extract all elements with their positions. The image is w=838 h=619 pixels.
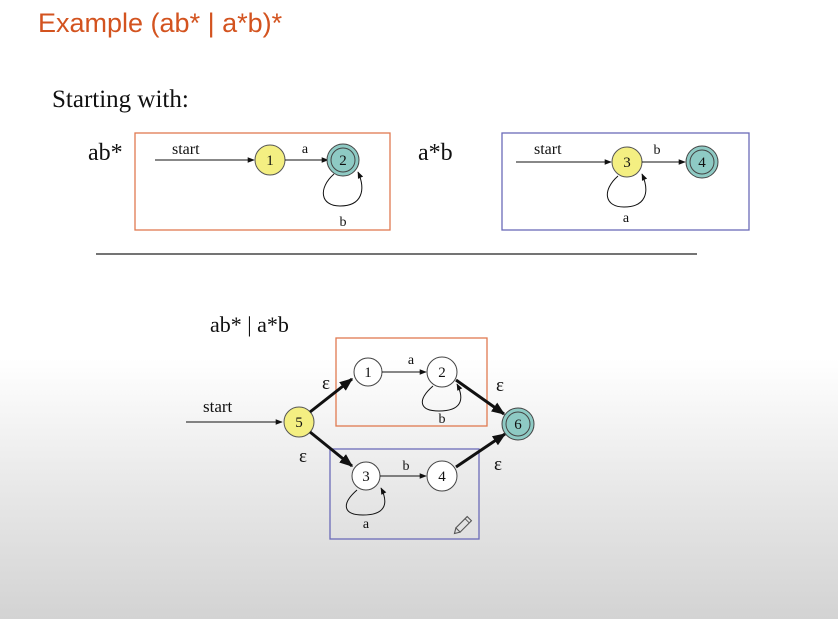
self-loop [346, 487, 387, 516]
nfa-a-star-b: a*b start 3 b 4 a [418, 132, 750, 231]
accept-state-2 [326, 143, 360, 177]
frame-ab-star [134, 132, 391, 231]
transition-label: a [623, 211, 630, 226]
epsilon-arrow [309, 377, 354, 414]
frame-a-star-b-sub [329, 448, 480, 540]
expression-union: ab* | a*b [210, 312, 289, 337]
self-loop [422, 383, 463, 412]
nfa-ab-star: ab* start 1 a 2 b [88, 132, 391, 231]
accept-ring [689, 149, 715, 175]
transition-label: b [439, 412, 446, 427]
pencil-icon[interactable] [452, 515, 473, 536]
start-label: start [172, 141, 200, 158]
frame-a-star-b [501, 132, 750, 231]
accept-state-4 [685, 145, 719, 179]
state-label: 1 [364, 365, 372, 381]
start-label: start [203, 397, 233, 416]
state-label: 3 [623, 155, 631, 171]
epsilon-label: ε [496, 375, 504, 396]
self-loop [607, 173, 648, 208]
state-label: 4 [698, 155, 706, 171]
expression-ab-star: ab* [88, 140, 123, 166]
epsilon-arrow [455, 378, 506, 416]
state-label: 3 [362, 469, 370, 485]
epsilon-label: ε [299, 446, 307, 467]
transition-label: b [340, 215, 347, 230]
state-4 [426, 460, 458, 492]
expression-a-star-b: a*b [418, 140, 453, 166]
state-2 [426, 356, 458, 388]
accept-ring [330, 147, 356, 173]
slide-subtitle: Starting with: [52, 86, 189, 113]
transition-label: a [408, 353, 415, 368]
state-label: 2 [438, 365, 446, 381]
frame-ab-star-sub [335, 337, 488, 427]
accept-state-6 [501, 407, 535, 441]
epsilon-arrow [309, 430, 354, 468]
transition-label: a [302, 142, 309, 157]
state-label: 2 [339, 153, 347, 169]
transition-label: b [403, 459, 410, 474]
start-label: start [534, 141, 562, 158]
state-5 [283, 406, 315, 438]
state-label: 1 [266, 153, 274, 169]
state-label: 6 [514, 417, 522, 433]
nfa-union: ab* | a*b start 5 ε ε 1 a 2 b ε 3 a [186, 312, 535, 540]
transition-label: a [363, 517, 370, 532]
epsilon-label: ε [494, 454, 502, 475]
accept-ring [505, 411, 531, 437]
transition-label: b [654, 143, 661, 158]
slide-title: Example (ab* | a*b)* [38, 8, 283, 38]
epsilon-arrow [455, 432, 507, 469]
epsilon-label: ε [322, 373, 330, 394]
self-loop [323, 171, 364, 207]
state-label: 4 [438, 469, 446, 485]
state-label: 5 [295, 415, 303, 431]
